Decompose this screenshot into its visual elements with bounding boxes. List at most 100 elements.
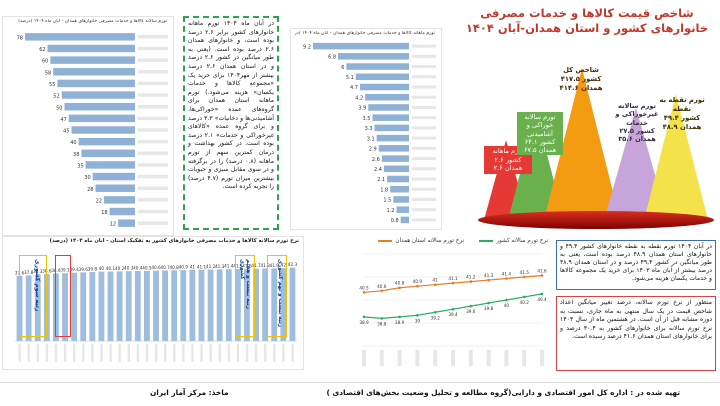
peak-label-nonfood: تورم سالانه غیرخوراکی و خدمات کشور ۲۷.۵ … (615, 102, 659, 144)
province-bar (62, 273, 68, 341)
province-label-placeholder (54, 344, 58, 362)
annual-inflation-note: منظور از نرخ تورم سالانه، درصد تغییر میا… (556, 296, 716, 371)
category-label-placeholder (138, 151, 168, 156)
province-bar-value: 40.4 (133, 265, 143, 270)
province-bar (71, 272, 78, 341)
province-bar (198, 269, 205, 341)
province-bar-value: 39.6 (79, 267, 89, 272)
province-label-placeholder (118, 344, 121, 362)
province-bar-value: 40.2 (115, 266, 125, 271)
category-label-placeholder (138, 209, 168, 214)
footer-prepared-by: تهیه شده در : اداره کل امور اقتصادی و دا… (326, 388, 680, 397)
monthly-bar-chart-title: تورم ماهانه کالاها و خدمات مصرفی خانواره… (295, 31, 435, 36)
province-bar (125, 271, 132, 341)
bar (68, 114, 135, 123)
category-label-placeholder (138, 198, 168, 202)
province-highlight-third (19, 255, 47, 337)
category-label-placeholder (412, 116, 436, 120)
series-point-value: 40.4 (537, 297, 547, 302)
series-point-value: 40.8 (395, 281, 405, 286)
category-label-placeholder (412, 208, 436, 212)
province-bar (180, 270, 187, 341)
monthly-bar-chart: 9.2 6.8 65.1 4.7 4.2 3.9 3.5 3.3 3.1 2.9 2.6 2.4 2.1… (303, 42, 436, 224)
series-point-value: 40 (504, 303, 510, 308)
category-label-placeholder (138, 46, 168, 51)
bar-value-label: 22 (96, 198, 102, 204)
bar (390, 185, 409, 193)
legend-province-label: نرخ تورم سالانه استان همدان (395, 238, 464, 244)
province-label-placeholder (91, 344, 94, 362)
bar-value-label: 4.2 (355, 95, 363, 101)
bar-value-label: 6 (341, 65, 344, 71)
series-point-value: 38.9 (359, 320, 369, 325)
province-bar (253, 268, 259, 341)
category-label-placeholder (412, 54, 436, 58)
bar-value-label: 78 (17, 35, 23, 41)
series-point (451, 281, 455, 285)
bar (61, 91, 135, 99)
bar (57, 79, 135, 88)
province-label-placeholder (173, 344, 176, 362)
series-point (487, 301, 490, 305)
category-label-placeholder (412, 197, 436, 201)
month-label-placeholder (362, 350, 366, 366)
legend-country: نرخ تورم سالانه کشور (470, 238, 548, 244)
province-highlight-27 (235, 255, 255, 337)
series-point-value: 41.4 (502, 272, 512, 277)
bar-value-label: 2.6 (372, 157, 380, 163)
province-label-placeholder (291, 344, 294, 362)
bar (47, 44, 135, 53)
category-label-placeholder (412, 95, 436, 99)
bar (378, 145, 409, 152)
page-title-line1: شاخص قیمت کالاها و خدمات مصرفی (480, 6, 694, 20)
monthly-inflation-note: در آبان ماه ۱۴۰۴ تورم ماهانه خانوارهای ک… (183, 16, 279, 230)
province-bar (143, 270, 150, 341)
province-bar (162, 270, 169, 341)
province-label-placeholder (254, 344, 258, 362)
bar-value-label: 40 (70, 140, 76, 146)
bar (109, 207, 135, 216)
province-bar-value: 41.4 (224, 264, 234, 269)
series-point-value: 40.6 (377, 284, 387, 289)
province-bar-value: 40.8 (170, 265, 180, 270)
category-label-placeholder (412, 157, 436, 161)
point-inflation-note: در آبان ۱۴۰۴ تورم نقطه به نقطه خانوارهای… (556, 240, 716, 290)
footer-source: ماخذ: مرکز آمار ایران (150, 388, 229, 397)
province-chart-panel: نرخ تورم سالانه کالاها و خدمات مصرفی خان… (2, 236, 304, 370)
category-label-placeholder (138, 81, 168, 86)
province-label-placeholder (218, 344, 221, 362)
province-highlight-hamedan (55, 255, 71, 337)
month-label-placeholder (486, 350, 491, 366)
province-label-placeholder (245, 344, 249, 362)
bar-value-label: 1.5 (383, 198, 391, 204)
bar (118, 219, 135, 227)
bar (387, 175, 409, 183)
province-bar-value: 41.1 (197, 264, 207, 269)
series-point-value: 40.9 (413, 279, 423, 284)
month-label-placeholder (522, 350, 527, 366)
series-point-value: 41.5 (520, 270, 530, 275)
month-label-placeholder (397, 350, 402, 366)
page-title: شاخص قیمت کالاها و خدمات مصرفی خانوارهای… (458, 6, 716, 36)
province-bar (234, 269, 241, 341)
bar (372, 114, 409, 121)
bar (381, 155, 409, 162)
province-label-placeholder (191, 344, 194, 362)
bar (346, 63, 409, 70)
province-label-placeholder (164, 344, 167, 362)
province-bar-value: 40.7 (160, 265, 170, 270)
category-label-placeholder (138, 35, 168, 39)
series-point (451, 307, 455, 311)
month-label-placeholder (433, 350, 438, 366)
province-bar-value: 39.8 (88, 267, 98, 272)
province-bar (216, 269, 223, 341)
month-label-placeholder (451, 350, 455, 366)
province-highlight-third-label: رتبه سوم کشوری (34, 259, 41, 312)
category-label-placeholder (138, 221, 168, 225)
bar-value-label: 50 (56, 105, 62, 111)
province-bar-value: 37.8 (24, 270, 34, 275)
bar-value-label: 3.1 (367, 136, 375, 142)
category-label-placeholder (412, 85, 436, 89)
bar-value-label: 30 (84, 175, 90, 181)
bar (359, 83, 409, 91)
